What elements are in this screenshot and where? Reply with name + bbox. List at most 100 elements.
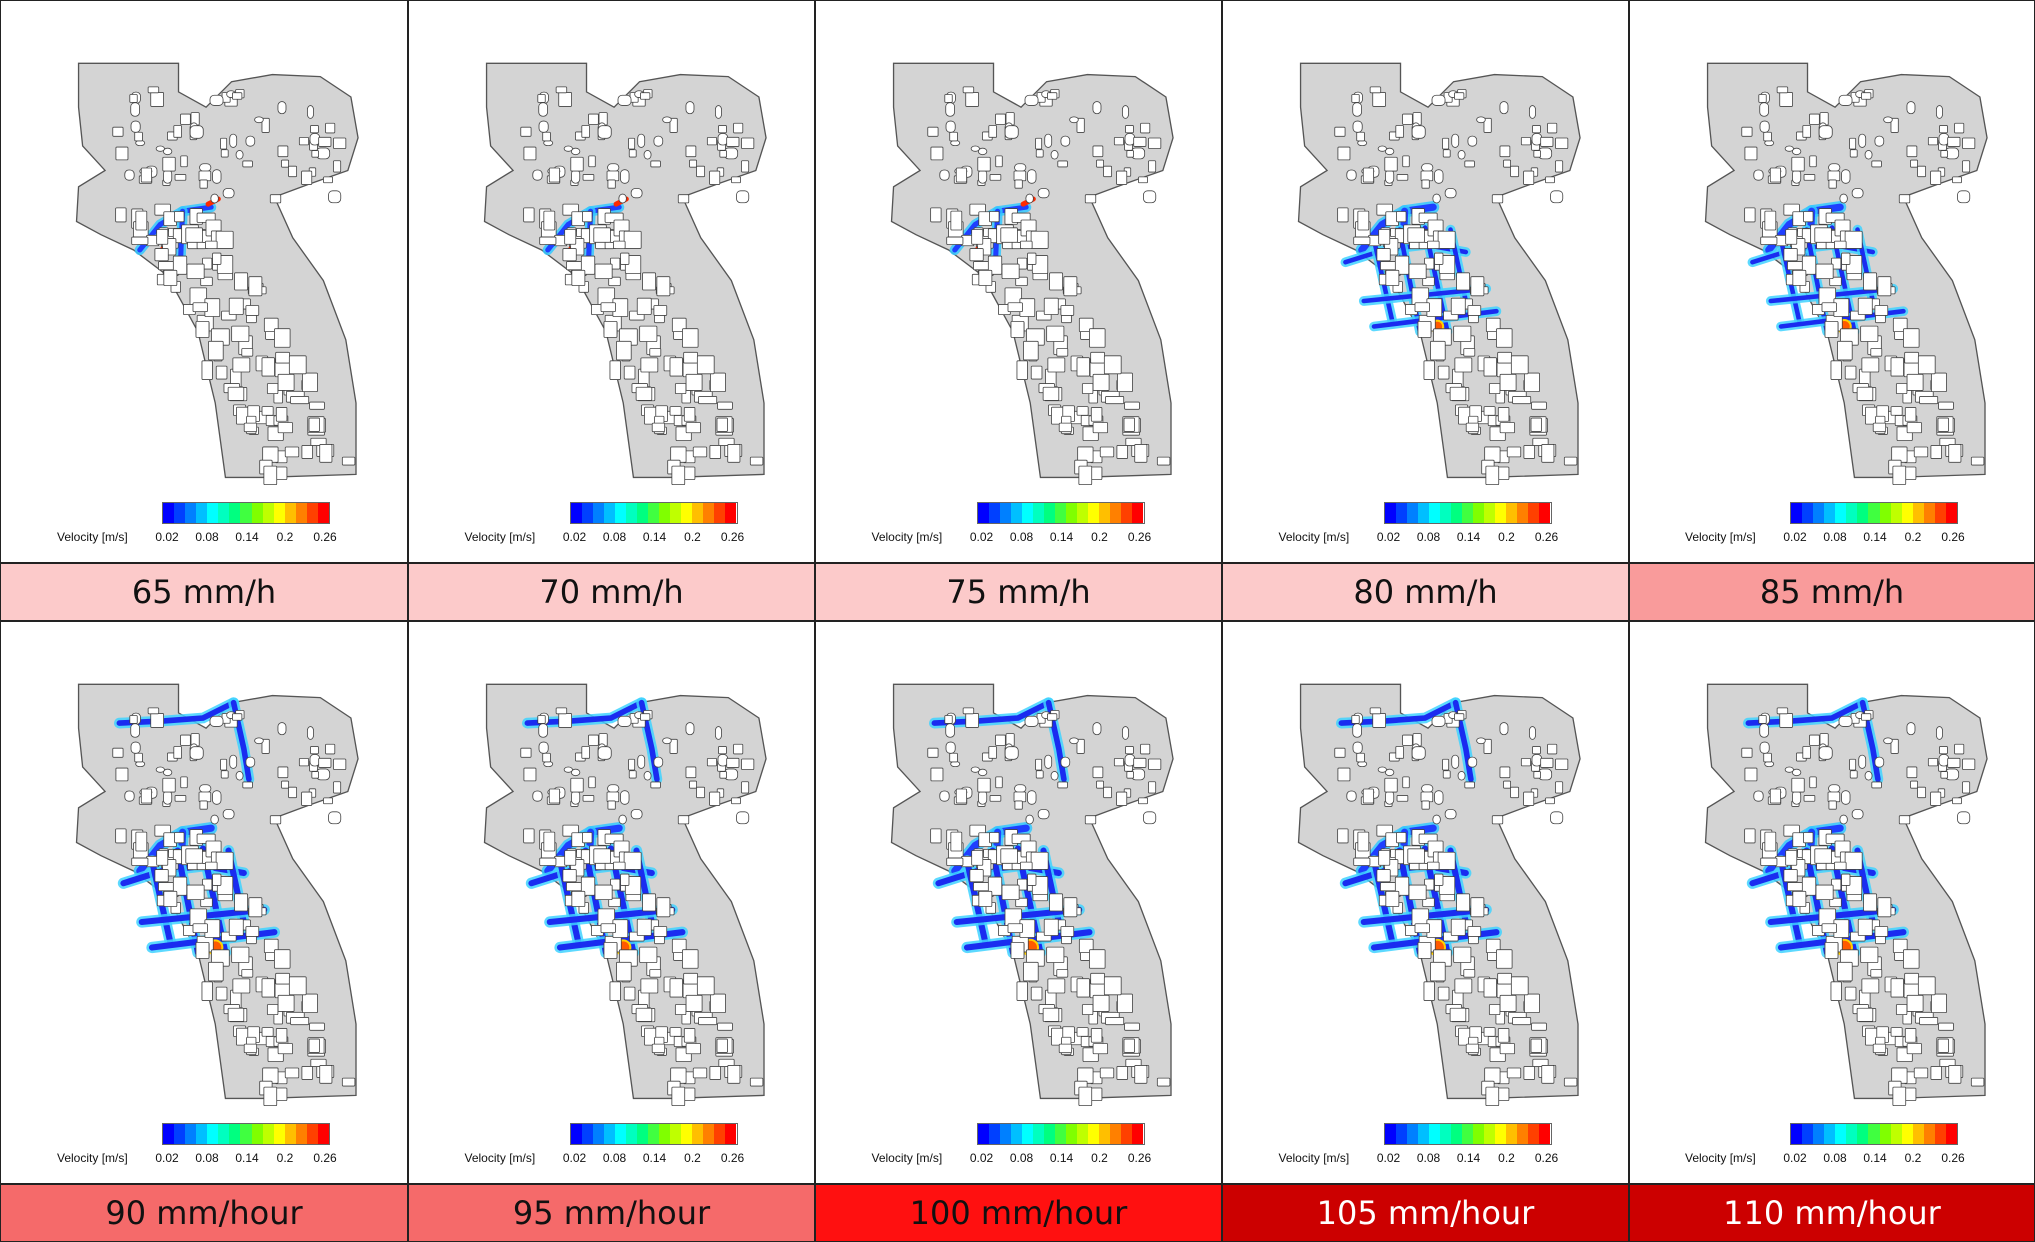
building	[1856, 386, 1874, 401]
building	[215, 851, 234, 870]
building	[124, 790, 135, 802]
building	[1457, 771, 1466, 781]
building	[284, 1067, 300, 1079]
legend-tick-label: 0.26	[1534, 1151, 1559, 1165]
building	[1420, 791, 1434, 803]
building	[674, 1004, 687, 1016]
building	[1524, 993, 1540, 1014]
legend-swatch	[614, 503, 626, 523]
building	[1470, 897, 1485, 918]
building	[1940, 150, 1948, 158]
legend-swatch	[1473, 503, 1485, 523]
building	[163, 269, 178, 286]
legend-swatch	[1539, 1124, 1551, 1144]
building	[1377, 766, 1387, 773]
building	[698, 396, 718, 405]
building	[1827, 791, 1841, 803]
building	[1385, 269, 1400, 286]
building	[1402, 113, 1413, 125]
building	[174, 174, 187, 181]
building	[1076, 738, 1085, 754]
building	[1027, 169, 1037, 184]
building	[1013, 170, 1027, 182]
building	[1372, 92, 1386, 107]
building	[1125, 437, 1142, 446]
building	[617, 94, 632, 106]
building	[1099, 446, 1115, 458]
building	[186, 884, 205, 901]
building	[1117, 372, 1133, 393]
building	[1759, 120, 1770, 133]
legend-tick-label: 0.02	[562, 530, 587, 544]
building	[1555, 137, 1569, 149]
building	[1396, 795, 1409, 802]
building	[201, 360, 213, 380]
building	[1499, 722, 1509, 736]
building	[1861, 978, 1880, 994]
building	[318, 136, 332, 147]
legend-swatch	[317, 503, 329, 523]
building	[537, 715, 546, 724]
building	[1089, 328, 1106, 348]
legend-swatch	[603, 503, 615, 523]
building	[1105, 1017, 1125, 1026]
building	[582, 832, 593, 844]
building	[1352, 120, 1363, 133]
legend-swatch	[284, 1124, 296, 1144]
building	[277, 101, 287, 115]
building	[677, 194, 690, 204]
building	[220, 149, 229, 158]
building	[1545, 176, 1555, 184]
building	[1937, 417, 1949, 432]
legend-label: Velocity [m/s]	[1278, 530, 1350, 544]
building	[685, 766, 697, 779]
building	[1917, 786, 1927, 799]
building	[609, 360, 621, 380]
building	[1860, 325, 1879, 342]
building	[610, 257, 621, 270]
building	[989, 211, 1000, 223]
building	[1407, 848, 1425, 864]
building	[607, 784, 620, 793]
building	[1892, 938, 1908, 954]
legend-tick-label: 0.02	[969, 530, 994, 544]
building	[1442, 149, 1451, 158]
building	[1906, 994, 1924, 1012]
building	[1541, 1065, 1555, 1084]
building	[311, 771, 319, 779]
building	[245, 756, 256, 768]
building	[1090, 407, 1103, 422]
building	[1931, 372, 1947, 393]
legend-swatch	[1043, 1124, 1055, 1144]
building	[232, 978, 251, 994]
building	[1930, 170, 1942, 185]
building	[1520, 136, 1532, 146]
legend-swatch	[163, 1124, 175, 1144]
building	[309, 1022, 325, 1031]
building	[205, 240, 218, 249]
building	[1785, 229, 1798, 245]
legend-swatch	[1945, 503, 1957, 523]
legend-swatch	[977, 1124, 989, 1144]
building	[1856, 1007, 1874, 1022]
building	[1555, 781, 1564, 794]
building	[653, 756, 664, 768]
building	[275, 351, 290, 364]
building	[989, 832, 1000, 844]
legend-swatch	[1054, 503, 1066, 523]
building	[1903, 328, 1920, 348]
building	[1464, 160, 1475, 168]
building	[582, 174, 595, 181]
building	[1456, 272, 1471, 291]
building	[1049, 272, 1064, 291]
building	[156, 850, 169, 866]
building	[229, 754, 238, 769]
legend-swatch	[1066, 1124, 1078, 1144]
building	[562, 869, 577, 883]
building	[1890, 406, 1903, 416]
building	[1531, 754, 1543, 767]
building	[1351, 715, 1360, 724]
building	[653, 135, 664, 147]
building	[1744, 146, 1758, 161]
